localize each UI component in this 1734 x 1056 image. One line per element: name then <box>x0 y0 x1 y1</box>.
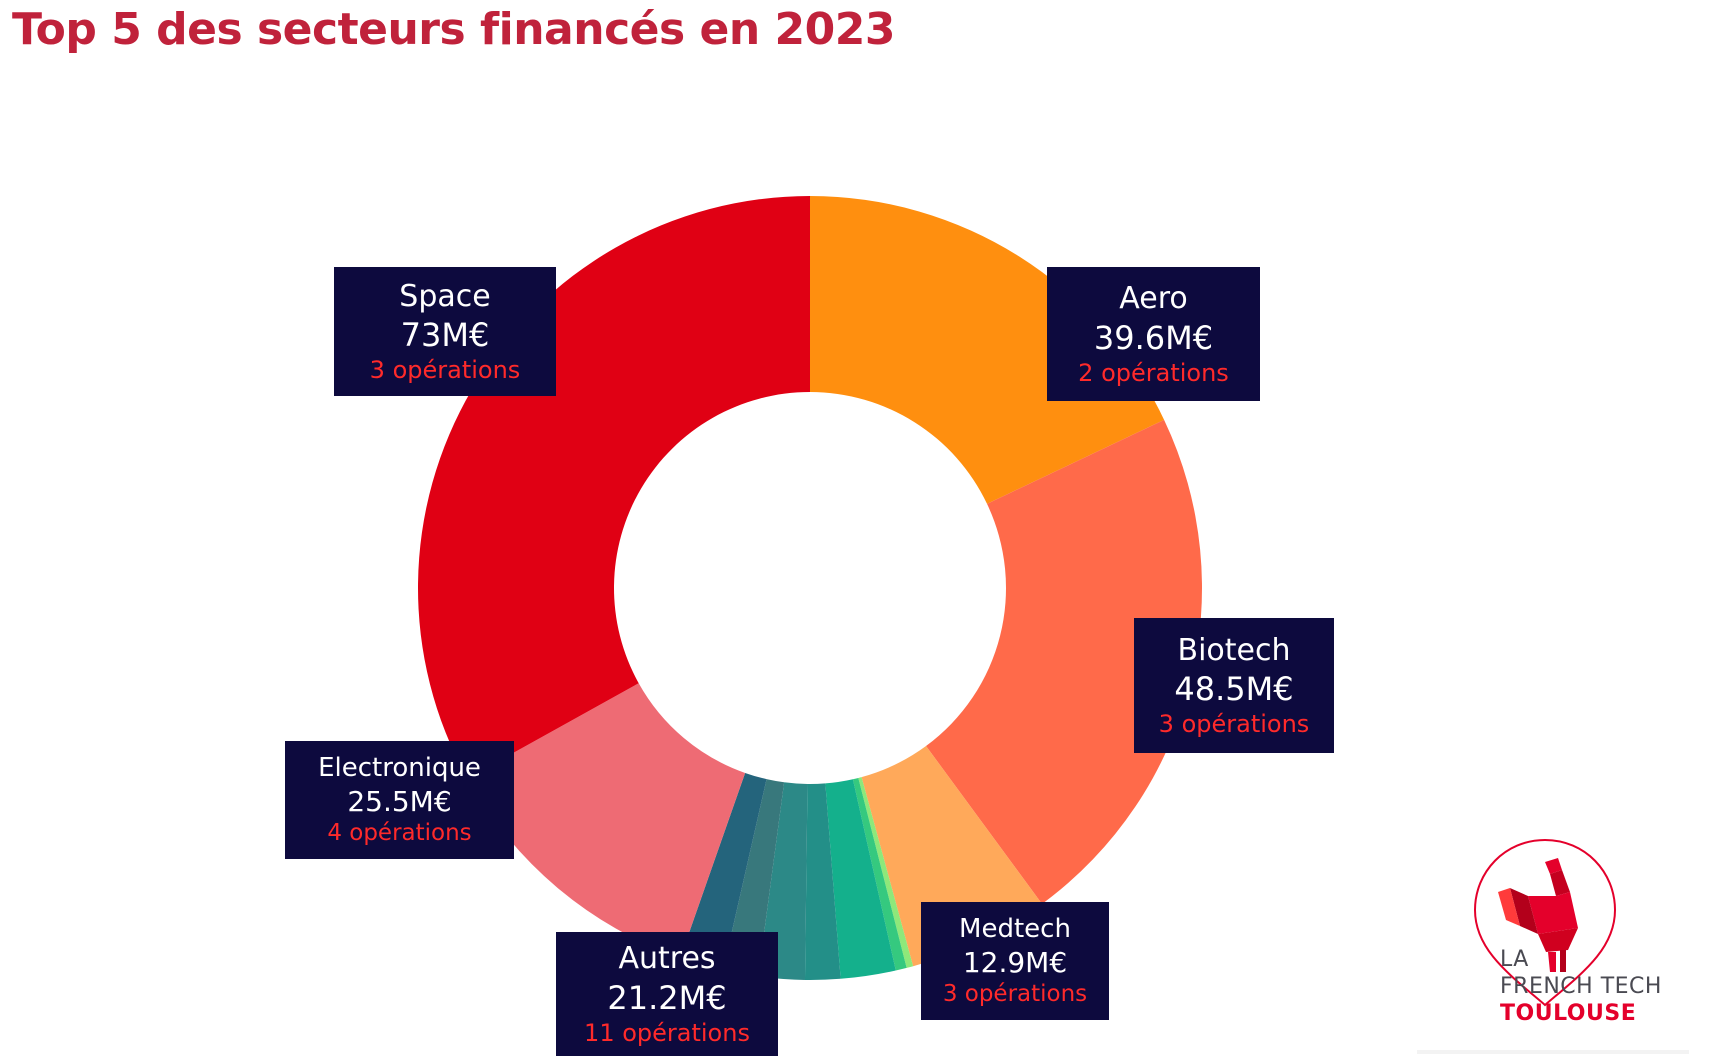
logo-line-french-tech: FRENCH TECH <box>1500 974 1662 999</box>
label-electronique-name: Electronique <box>318 752 481 783</box>
label-biotech-name: Biotech <box>1177 632 1291 668</box>
location-pin-icon <box>1473 838 1617 1007</box>
label-medtech-value: 12.9M€ <box>962 946 1068 980</box>
chart-title: Top 5 des secteurs financés en 2023 <box>12 4 895 55</box>
slice-aero <box>810 196 1165 504</box>
label-space-value: 73M€ <box>400 316 490 355</box>
french-tech-logo <box>1473 838 1617 1007</box>
slice-autres-segment-2 <box>852 777 907 971</box>
label-aero-ops: 2 opérations <box>1078 358 1229 387</box>
rooster-icon <box>1498 858 1578 972</box>
label-medtech-ops: 3 opérations <box>942 981 1088 1008</box>
label-biotech-ops: 3 opérations <box>1158 710 1310 739</box>
label-medtech: Medtech 12.9M€ 3 opérations <box>921 902 1109 1020</box>
logo-divider <box>1417 1050 1689 1054</box>
label-autres-value: 21.2M€ <box>607 978 727 1017</box>
logo-line-la: LA <box>1500 947 1529 972</box>
label-biotech-value: 48.5M€ <box>1174 670 1294 709</box>
label-aero-name: Aero <box>1119 281 1188 317</box>
label-biotech: Biotech 48.5M€ 3 opérations <box>1134 618 1334 753</box>
label-autres: Autres 21.2M€ 11 opérations <box>556 932 778 1056</box>
label-aero: Aero 39.6M€ 2 opérations <box>1047 267 1260 401</box>
label-autres-ops: 11 opérations <box>584 1018 750 1047</box>
logo-text: LA FRENCH TECH TOULOUSE <box>1500 946 1662 1027</box>
label-electronique-value: 25.5M€ <box>347 785 452 819</box>
slice-electronique <box>467 683 746 958</box>
label-electronique-ops: 4 opérations <box>327 820 472 847</box>
slice-autres-segment-1 <box>858 777 914 968</box>
slice-biotech <box>926 419 1202 904</box>
label-autres-name: Autres <box>618 941 716 977</box>
logo-line-toulouse: TOULOUSE <box>1500 1001 1637 1026</box>
slice-autres-segment-7 <box>680 772 767 971</box>
slice-autres-segment-5 <box>758 782 808 980</box>
label-space: Space 73M€ 3 opérations <box>334 267 556 396</box>
label-aero-value: 39.6M€ <box>1093 318 1214 357</box>
label-medtech-name: Medtech <box>959 913 1071 944</box>
label-space-name: Space <box>399 278 491 314</box>
slice-autres-segment-4 <box>804 783 841 980</box>
slice-autres-segment-6 <box>723 779 785 977</box>
label-space-ops: 3 opérations <box>369 356 521 385</box>
label-electronique: Electronique 25.5M€ 4 opérations <box>285 741 514 859</box>
slice-autres-segment-3 <box>825 779 896 979</box>
